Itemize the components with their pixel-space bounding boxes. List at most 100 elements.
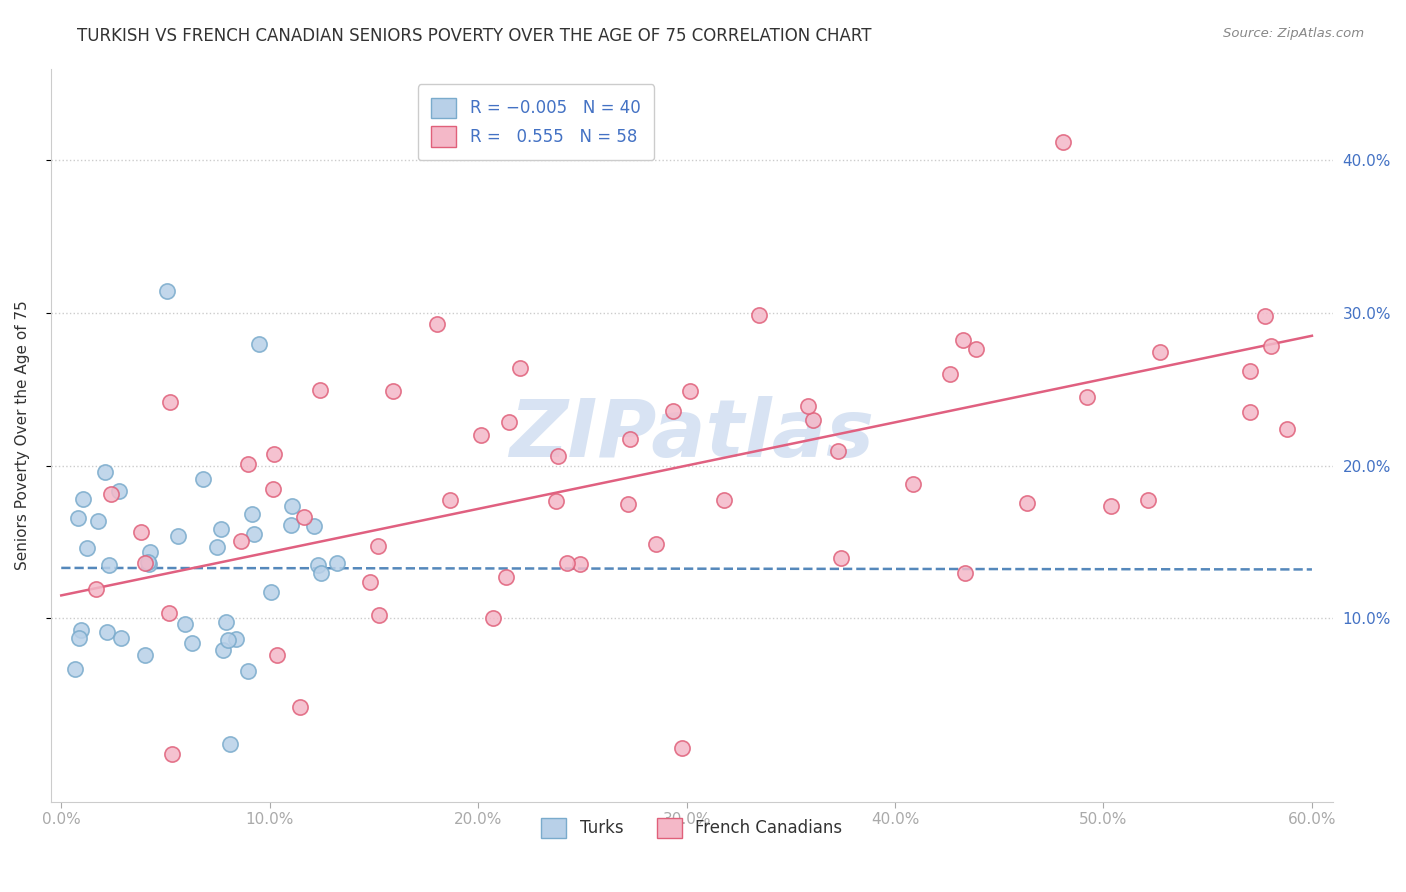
Text: TURKISH VS FRENCH CANADIAN SENIORS POVERTY OVER THE AGE OF 75 CORRELATION CHART: TURKISH VS FRENCH CANADIAN SENIORS POVER… <box>77 27 872 45</box>
Text: Source: ZipAtlas.com: Source: ZipAtlas.com <box>1223 27 1364 40</box>
Point <box>134 556 156 570</box>
Point <box>662 404 685 418</box>
Point <box>281 499 304 513</box>
Point <box>136 555 159 569</box>
Point <box>63 662 86 676</box>
Point <box>482 611 505 625</box>
Point <box>801 413 824 427</box>
Point <box>229 534 252 549</box>
Point <box>262 482 284 496</box>
Point <box>555 556 578 570</box>
Point <box>236 664 259 678</box>
Point <box>939 367 962 381</box>
Point <box>544 494 567 508</box>
Point <box>76 541 98 555</box>
Point <box>568 557 591 571</box>
Point <box>359 575 381 590</box>
Point <box>209 522 232 536</box>
Point <box>67 511 90 525</box>
Point <box>302 519 325 533</box>
Point <box>292 510 315 524</box>
Point <box>160 747 183 761</box>
Point <box>1052 135 1074 149</box>
Point <box>292 814 315 829</box>
Point <box>1149 344 1171 359</box>
Point <box>217 632 239 647</box>
Point <box>159 395 181 409</box>
Point <box>367 607 389 622</box>
Point <box>830 550 852 565</box>
Point <box>382 384 405 398</box>
Point <box>181 636 204 650</box>
Point <box>495 570 517 584</box>
Point <box>212 642 235 657</box>
Point <box>1136 492 1159 507</box>
Point <box>157 606 180 620</box>
Point <box>290 699 312 714</box>
Point <box>748 308 770 322</box>
Point <box>547 449 569 463</box>
Point <box>901 477 924 491</box>
Point <box>67 631 90 645</box>
Text: ZIPatlas: ZIPatlas <box>509 396 875 474</box>
Point <box>617 497 640 511</box>
Point <box>242 526 264 541</box>
Point <box>498 416 520 430</box>
Point <box>219 737 242 751</box>
Point <box>249 337 271 351</box>
Point <box>86 514 108 528</box>
Point <box>1017 496 1039 510</box>
Point <box>470 427 492 442</box>
Point <box>138 545 160 559</box>
Point <box>96 624 118 639</box>
Point <box>193 471 215 485</box>
Point <box>156 285 179 299</box>
Point <box>138 557 160 571</box>
Point <box>307 558 329 572</box>
Point <box>679 384 702 399</box>
Point <box>1099 499 1122 513</box>
Point <box>1275 422 1298 436</box>
Point <box>134 648 156 662</box>
Point <box>1239 405 1261 419</box>
Point <box>827 444 849 458</box>
Point <box>72 491 94 506</box>
Point <box>167 529 190 543</box>
Point <box>215 615 238 629</box>
Point <box>1253 309 1275 323</box>
Point <box>426 317 449 331</box>
Y-axis label: Seniors Poverty Over the Age of 75: Seniors Poverty Over the Age of 75 <box>15 301 30 570</box>
Point <box>326 556 349 570</box>
Point <box>98 558 121 572</box>
Point <box>309 383 332 397</box>
Point <box>309 566 332 581</box>
Point <box>1076 391 1098 405</box>
Point <box>439 493 461 508</box>
Point <box>173 616 195 631</box>
Point <box>129 525 152 540</box>
Point <box>110 632 132 646</box>
Point <box>619 432 641 446</box>
Point <box>236 458 259 472</box>
Point <box>509 361 531 376</box>
Point <box>266 648 288 662</box>
Point <box>108 483 131 498</box>
Point <box>955 566 977 580</box>
Point <box>713 493 735 508</box>
Point <box>84 582 107 596</box>
Point <box>1260 339 1282 353</box>
Point <box>94 466 117 480</box>
Point <box>280 518 302 533</box>
Point <box>69 624 91 638</box>
Point <box>240 507 263 521</box>
Point <box>671 740 693 755</box>
Point <box>205 541 228 555</box>
Point <box>225 632 247 646</box>
Point <box>644 537 666 551</box>
Point <box>797 399 820 413</box>
Point <box>367 539 389 553</box>
Point <box>260 585 283 599</box>
Point <box>952 333 974 347</box>
Point <box>100 487 122 501</box>
Point <box>965 342 987 356</box>
